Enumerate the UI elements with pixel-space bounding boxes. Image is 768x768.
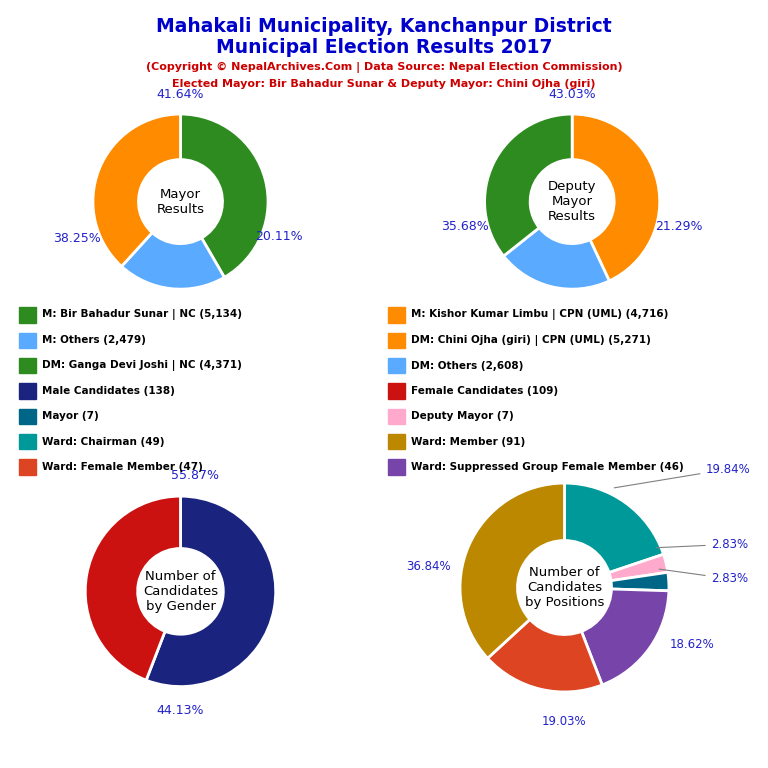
Wedge shape	[93, 114, 180, 266]
Text: 55.87%: 55.87%	[170, 468, 219, 482]
Wedge shape	[85, 496, 180, 680]
Text: 2.83%: 2.83%	[656, 538, 748, 551]
Text: Number of
Candidates
by Gender: Number of Candidates by Gender	[143, 570, 218, 613]
Wedge shape	[564, 483, 664, 573]
Text: 18.62%: 18.62%	[670, 638, 714, 651]
Text: 36.84%: 36.84%	[406, 560, 451, 573]
Text: Female Candidates (109): Female Candidates (109)	[411, 386, 558, 396]
Text: Ward: Chairman (49): Ward: Chairman (49)	[42, 436, 165, 447]
Text: Mayor (7): Mayor (7)	[42, 411, 99, 422]
Text: 2.83%: 2.83%	[659, 569, 748, 585]
Wedge shape	[504, 228, 609, 289]
Wedge shape	[180, 114, 268, 277]
Text: 44.13%: 44.13%	[157, 704, 204, 717]
Text: Deputy Mayor (7): Deputy Mayor (7)	[411, 411, 514, 422]
Wedge shape	[488, 619, 602, 692]
Text: 19.03%: 19.03%	[542, 715, 587, 728]
Wedge shape	[609, 554, 668, 581]
Text: Ward: Suppressed Group Female Member (46): Ward: Suppressed Group Female Member (46…	[411, 462, 684, 472]
Text: M: Others (2,479): M: Others (2,479)	[42, 335, 146, 346]
Text: 21.29%: 21.29%	[655, 220, 703, 233]
Text: Mahakali Municipality, Kanchanpur District: Mahakali Municipality, Kanchanpur Distri…	[156, 17, 612, 36]
Wedge shape	[572, 114, 660, 281]
Text: DM: Ganga Devi Joshi | NC (4,371): DM: Ganga Devi Joshi | NC (4,371)	[42, 360, 242, 371]
Text: Ward: Female Member (47): Ward: Female Member (47)	[42, 462, 203, 472]
Text: 43.03%: 43.03%	[548, 88, 596, 101]
Text: 20.11%: 20.11%	[255, 230, 303, 243]
Text: (Copyright © NepalArchives.Com | Data Source: Nepal Election Commission): (Copyright © NepalArchives.Com | Data So…	[146, 61, 622, 72]
Text: Elected Mayor: Bir Bahadur Sunar & Deputy Mayor: Chini Ojha (giri): Elected Mayor: Bir Bahadur Sunar & Deput…	[172, 79, 596, 89]
Text: Ward: Member (91): Ward: Member (91)	[411, 436, 525, 447]
Text: DM: Others (2,608): DM: Others (2,608)	[411, 360, 523, 371]
Text: Number of
Candidates
by Positions: Number of Candidates by Positions	[525, 566, 604, 609]
Text: 38.25%: 38.25%	[53, 232, 101, 245]
Wedge shape	[460, 483, 564, 658]
Wedge shape	[485, 114, 572, 256]
Text: Male Candidates (138): Male Candidates (138)	[42, 386, 175, 396]
Wedge shape	[121, 233, 224, 289]
Text: 19.84%: 19.84%	[614, 462, 750, 488]
Text: Municipal Election Results 2017: Municipal Election Results 2017	[216, 38, 552, 58]
Text: M: Bir Bahadur Sunar | NC (5,134): M: Bir Bahadur Sunar | NC (5,134)	[42, 310, 242, 320]
Text: M: Kishor Kumar Limbu | CPN (UML) (4,716): M: Kishor Kumar Limbu | CPN (UML) (4,716…	[411, 310, 668, 320]
Wedge shape	[581, 589, 669, 685]
Text: Deputy
Mayor
Results: Deputy Mayor Results	[548, 180, 597, 223]
Wedge shape	[146, 496, 276, 687]
Wedge shape	[611, 572, 669, 591]
Text: 41.64%: 41.64%	[157, 88, 204, 101]
Text: DM: Chini Ojha (giri) | CPN (UML) (5,271): DM: Chini Ojha (giri) | CPN (UML) (5,271…	[411, 335, 650, 346]
Text: Mayor
Results: Mayor Results	[157, 187, 204, 216]
Text: 35.68%: 35.68%	[442, 220, 489, 233]
